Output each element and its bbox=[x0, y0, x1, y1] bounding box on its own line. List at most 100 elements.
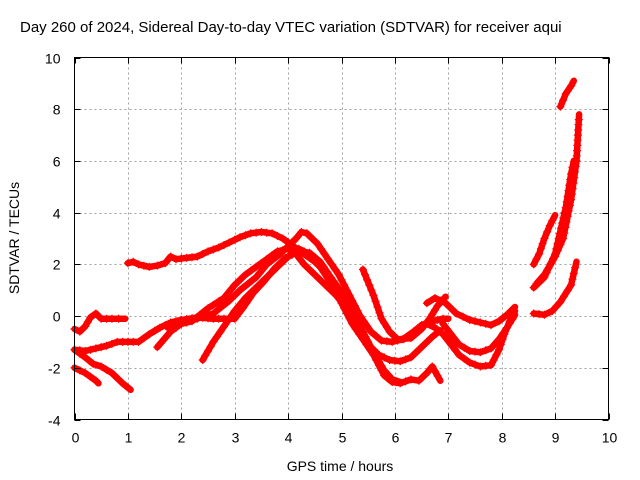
data-point-marker bbox=[443, 325, 451, 333]
data-point-marker bbox=[369, 291, 378, 300]
data-point-marker bbox=[436, 296, 445, 305]
data-point-marker bbox=[262, 260, 271, 269]
data-point-marker bbox=[556, 297, 565, 306]
data-point-marker bbox=[535, 250, 544, 258]
data-point-marker bbox=[107, 369, 116, 377]
data-point-marker bbox=[353, 317, 362, 326]
data-point-marker bbox=[313, 239, 322, 248]
series-track-m bbox=[439, 311, 519, 357]
data-point-marker bbox=[430, 306, 439, 314]
data-point-marker bbox=[288, 250, 297, 259]
data-point-marker bbox=[220, 241, 228, 249]
data-point-marker bbox=[319, 262, 328, 271]
data-point-marker bbox=[481, 319, 490, 328]
data-point-marker bbox=[356, 322, 365, 331]
series-track-b bbox=[70, 309, 129, 336]
data-point-marker bbox=[236, 275, 244, 284]
data-point-marker bbox=[214, 243, 223, 252]
data-point-marker bbox=[209, 245, 218, 254]
data-point-marker bbox=[567, 81, 576, 90]
data-point-marker bbox=[551, 250, 560, 258]
data-point-marker bbox=[198, 250, 207, 258]
data-point-marker bbox=[491, 339, 499, 348]
data-point-marker bbox=[263, 272, 272, 281]
data-point-marker bbox=[487, 361, 495, 370]
data-point-marker bbox=[134, 260, 143, 269]
data-point-marker bbox=[123, 259, 132, 268]
data-point-marker bbox=[225, 238, 234, 247]
data-point-marker bbox=[489, 356, 498, 364]
data-point-marker bbox=[552, 244, 561, 253]
data-point-marker bbox=[129, 257, 138, 266]
series-track-n bbox=[529, 211, 559, 269]
data-point-marker bbox=[422, 319, 431, 328]
data-point-marker bbox=[406, 353, 415, 362]
data-point-marker bbox=[396, 357, 405, 366]
y-tick-label: 6 bbox=[53, 154, 61, 170]
series-track-p bbox=[529, 157, 578, 292]
data-point-marker bbox=[122, 382, 131, 391]
data-point-marker bbox=[238, 304, 247, 313]
data-point-marker bbox=[177, 319, 186, 328]
data-point-marker bbox=[417, 325, 426, 333]
data-point-marker bbox=[377, 361, 386, 370]
data-point-marker bbox=[556, 102, 565, 111]
data-point-marker bbox=[555, 229, 564, 238]
data-point-marker bbox=[337, 275, 346, 284]
data-point-marker bbox=[252, 284, 261, 293]
series-track-f bbox=[153, 244, 444, 366]
grid-lines bbox=[74, 57, 609, 420]
x-tick-label: 10 bbox=[602, 430, 618, 446]
data-point-marker bbox=[75, 327, 84, 336]
data-point-marker bbox=[316, 257, 325, 266]
data-point-marker bbox=[487, 321, 495, 330]
chart-title: Day 260 of 2024, Sidereal Day-to-day VTE… bbox=[20, 19, 562, 36]
x-axis-label: GPS time / hours bbox=[287, 458, 394, 474]
plot-frame bbox=[74, 57, 609, 420]
data-point-marker bbox=[366, 327, 375, 336]
data-point-marker bbox=[447, 330, 455, 339]
data-point-marker bbox=[340, 304, 349, 313]
data-point-marker bbox=[563, 286, 572, 295]
data-point-marker bbox=[499, 329, 507, 338]
data-point-marker bbox=[273, 231, 282, 240]
data-point-marker bbox=[216, 327, 225, 336]
data-point-marker bbox=[536, 244, 545, 253]
data-point-marker bbox=[373, 303, 382, 311]
data-point-marker bbox=[495, 335, 503, 344]
data-point-marker bbox=[193, 252, 202, 261]
plot-series bbox=[70, 77, 583, 394]
data-point-marker bbox=[377, 336, 386, 345]
data-point-marker bbox=[308, 234, 317, 243]
data-point-marker bbox=[340, 281, 349, 289]
data-point-marker bbox=[145, 330, 154, 339]
y-tick-label: 4 bbox=[53, 206, 61, 222]
data-point-marker bbox=[559, 213, 568, 222]
data-point-marker bbox=[182, 318, 191, 327]
x-tick-label: 1 bbox=[125, 430, 133, 446]
data-point-marker bbox=[561, 89, 570, 98]
data-point-marker bbox=[188, 316, 196, 325]
data-point-marker bbox=[558, 219, 567, 227]
data-point-marker bbox=[492, 350, 501, 359]
data-point-marker bbox=[340, 293, 349, 302]
data-point-marker bbox=[564, 186, 573, 195]
data-point-marker bbox=[326, 273, 335, 282]
data-point-marker bbox=[428, 310, 437, 319]
data-point-marker bbox=[172, 255, 180, 264]
data-point-marker bbox=[380, 353, 389, 362]
data-point-marker bbox=[204, 311, 212, 320]
data-point-marker bbox=[153, 343, 162, 352]
data-point-marker bbox=[535, 310, 544, 319]
data-point-marker bbox=[476, 318, 485, 327]
data-point-marker bbox=[562, 197, 571, 206]
y-tick-label: -4 bbox=[48, 413, 61, 429]
data-point-marker bbox=[241, 270, 250, 279]
x-tick-label: 9 bbox=[552, 430, 560, 446]
x-tick-label: 6 bbox=[392, 430, 400, 446]
data-point-marker bbox=[406, 375, 415, 384]
data-point-marker bbox=[552, 302, 561, 311]
data-point-marker bbox=[433, 315, 442, 324]
data-point-marker bbox=[425, 314, 434, 323]
data-point-marker bbox=[259, 264, 268, 273]
